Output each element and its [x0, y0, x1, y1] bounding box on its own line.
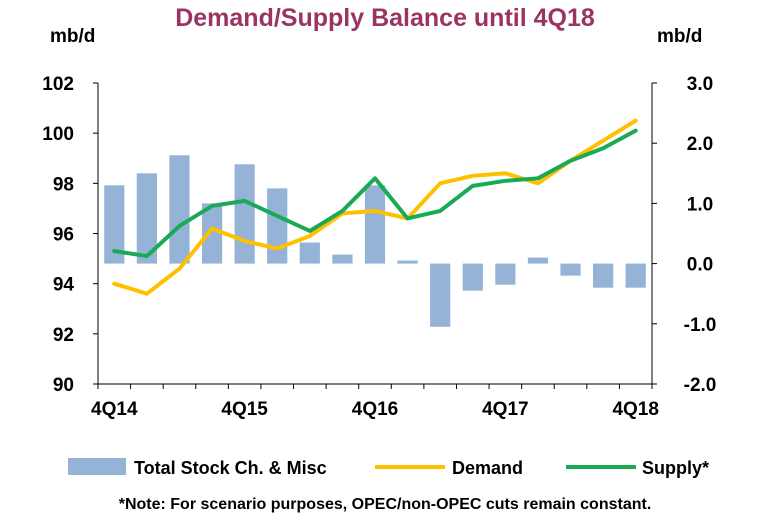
stock-change-bar [234, 164, 255, 264]
stock-change-bar [201, 203, 223, 264]
demand-line [112, 118, 638, 296]
stock-change-bar [299, 242, 320, 264]
stock-change-bar [462, 263, 483, 291]
left-tick-label: 90 [53, 375, 74, 396]
right-axis-unit: mb/d [657, 26, 703, 47]
stock-change-bar [136, 173, 157, 264]
x-tick-label: 4Q17 [482, 399, 528, 420]
stock-change-bar [169, 155, 190, 264]
left-tick-label: 96 [53, 225, 74, 246]
legend-label-stock: Total Stock Ch. & Misc [134, 458, 327, 478]
right-tick-label: 3.0 [687, 74, 713, 95]
footnote: *Note: For scenario purposes, OPEC/non-O… [118, 496, 652, 513]
x-tick-label: 4Q18 [612, 399, 658, 420]
stock-change-bar [527, 257, 549, 264]
left-tick-label: 94 [53, 275, 75, 296]
chart-title: Demand/Supply Balance until 4Q18 [175, 4, 595, 32]
x-tick-label: 4Q16 [352, 399, 398, 420]
stock-change-bar [593, 263, 614, 288]
legend-label-supply: Supply* [642, 458, 709, 478]
right-tick-label: -1.0 [684, 315, 717, 336]
stock-change-bar [332, 254, 353, 264]
left-tick-label: 98 [53, 174, 74, 195]
legend-label-demand: Demand [452, 458, 523, 478]
stock-change-bar [364, 185, 386, 264]
left-axis-unit: mb/d [50, 26, 96, 47]
stock-change-bar [625, 263, 646, 288]
left-tick-label: 100 [42, 124, 74, 145]
left-tick-label: 92 [53, 325, 74, 346]
right-tick-label: -2.0 [684, 375, 717, 396]
x-tick-label: 4Q14 [91, 399, 138, 420]
stock-change-bar [495, 263, 516, 285]
stock-change-bar [267, 188, 288, 264]
x-tick-label: 4Q15 [221, 399, 268, 420]
stock-change-bar [397, 260, 418, 264]
stock-change-bar [104, 185, 125, 264]
stock-change-bar [560, 263, 581, 276]
right-tick-label: 1.0 [687, 194, 713, 215]
supply-line [112, 128, 638, 259]
legend-swatch-stock [68, 458, 126, 475]
right-tick-label: 2.0 [687, 134, 713, 155]
left-tick-label: 102 [42, 74, 74, 95]
right-tick-label: 0.0 [687, 255, 713, 276]
stock-change-bar [430, 263, 451, 327]
